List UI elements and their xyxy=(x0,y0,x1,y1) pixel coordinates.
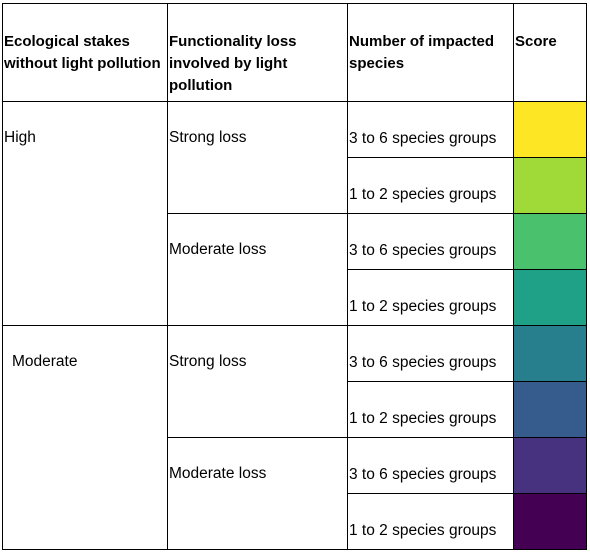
species-label: 3 to 6 species groups xyxy=(349,466,497,483)
header-functionality-loss: Functionality loss involved by light pol… xyxy=(167,3,348,102)
score-swatch xyxy=(513,381,587,438)
table-row: 1 to 2 species groups xyxy=(3,269,587,326)
score-swatch xyxy=(513,101,587,158)
loss-label: Moderate loss xyxy=(169,241,267,258)
species-cell: 3 to 6 species groups xyxy=(347,325,514,382)
stakes-cell-high: High xyxy=(2,101,168,326)
loss-label: Moderate loss xyxy=(169,465,267,482)
species-cell: 1 to 2 species groups xyxy=(347,157,514,214)
species-label: 3 to 6 species groups xyxy=(349,354,497,371)
header-row: Ecological stakes without light pollutio… xyxy=(2,3,587,102)
loss-cell: Strong loss xyxy=(167,101,348,214)
species-label: 1 to 2 species groups xyxy=(349,522,497,539)
score-swatch xyxy=(513,213,587,270)
species-label: 3 to 6 species groups xyxy=(349,242,497,259)
score-swatch xyxy=(513,493,587,550)
stakes-label: High xyxy=(4,129,36,146)
score-matrix-table: Ecological stakes without light pollutio… xyxy=(2,3,587,550)
loss-cell: Strong loss xyxy=(167,325,348,438)
species-cell: 3 to 6 species groups xyxy=(347,101,514,158)
loss-label: Strong loss xyxy=(169,129,247,146)
header-ecological-stakes: Ecological stakes without light pollutio… xyxy=(2,3,168,102)
species-label: 1 to 2 species groups xyxy=(349,410,497,427)
score-swatch xyxy=(513,325,587,382)
loss-label: Strong loss xyxy=(169,353,247,370)
header-impacted-species: Number of impacted species xyxy=(347,3,514,102)
score-swatch xyxy=(513,157,587,214)
table-row: 1 to 2 species groups xyxy=(3,157,587,214)
table-row: 1 to 2 species groups xyxy=(3,493,587,550)
loss-cell: Moderate loss xyxy=(167,213,348,326)
species-label: 1 to 2 species groups xyxy=(349,186,497,203)
loss-cell: Moderate loss xyxy=(167,437,348,550)
species-label: 3 to 6 species groups xyxy=(349,130,497,147)
header-score: Score xyxy=(513,3,587,102)
score-swatch xyxy=(513,437,587,494)
species-label: 1 to 2 species groups xyxy=(349,298,497,315)
species-cell: 1 to 2 species groups xyxy=(347,493,514,550)
score-swatch xyxy=(513,269,587,326)
table-row: Moderate loss 3 to 6 species groups xyxy=(3,213,587,326)
species-cell: 1 to 2 species groups xyxy=(347,381,514,438)
species-cell: 3 to 6 species groups xyxy=(347,437,514,494)
species-cell: 1 to 2 species groups xyxy=(347,269,514,326)
table-row: Moderate loss 3 to 6 species groups xyxy=(3,437,587,550)
stakes-label: Moderate xyxy=(12,353,78,370)
table-row: High Strong loss 3 to 6 species groups xyxy=(2,101,587,326)
species-cell: 3 to 6 species groups xyxy=(347,213,514,270)
table-row: Moderate Strong loss 3 to 6 species grou… xyxy=(2,325,587,550)
stakes-cell-moderate: Moderate xyxy=(2,325,168,550)
